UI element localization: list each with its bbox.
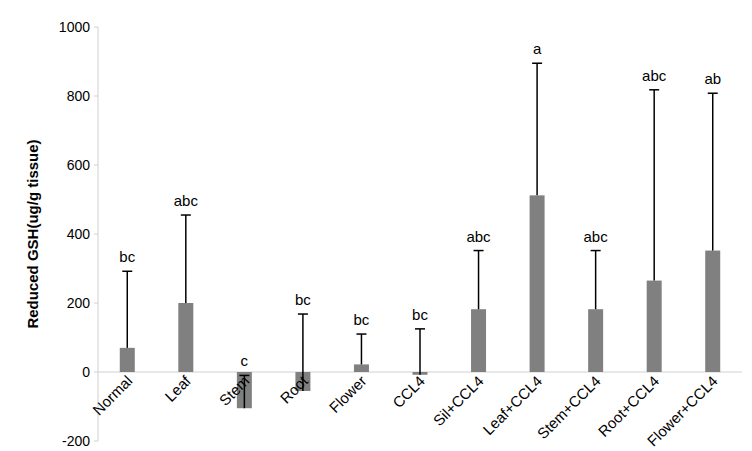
x-tick-label: Stem — [216, 372, 253, 409]
significance-letter: bc — [295, 291, 311, 308]
bar — [647, 281, 662, 372]
error-cap — [532, 62, 542, 64]
significance-letter: bc — [412, 306, 428, 323]
y-tick-label: 800 — [67, 88, 91, 104]
error-cap — [356, 333, 366, 335]
x-tick-label: Root — [277, 372, 312, 407]
y-tick — [94, 303, 98, 304]
bar — [530, 195, 545, 372]
y-tick-label: 200 — [67, 295, 91, 311]
error-cap — [474, 250, 484, 252]
y-tick-label: 400 — [67, 226, 91, 242]
error-cap — [122, 271, 132, 273]
error-bar — [712, 93, 714, 250]
significance-letter: ab — [704, 70, 721, 87]
error-bar — [595, 251, 597, 310]
x-tick-label: CCL4 — [389, 372, 428, 411]
bar — [120, 348, 135, 372]
y-tick — [94, 234, 98, 235]
y-tick-label: 1000 — [59, 19, 90, 35]
bar — [588, 309, 603, 372]
error-cap — [708, 92, 718, 94]
significance-letter: bc — [354, 311, 370, 328]
x-tick-label: Normal — [89, 372, 135, 418]
y-axis-title: Reduced GSH(ug/g tissue) — [24, 139, 41, 328]
error-bar — [478, 251, 480, 310]
error-cap — [415, 328, 425, 330]
error-bar — [653, 90, 655, 281]
y-tick — [94, 165, 98, 166]
x-tick-label: Leaf — [161, 372, 194, 405]
bar — [178, 303, 193, 372]
significance-letter: a — [533, 40, 542, 57]
error-cap — [591, 250, 601, 252]
chart: -200 0 200 400 600 800 1000 Reduced GSH(ug/g ti… — [0, 0, 752, 451]
y-tick — [94, 27, 98, 28]
y-tick-label: -200 — [62, 433, 90, 449]
error-cap — [649, 89, 659, 91]
significance-letter: abc — [642, 67, 667, 84]
significance-letter: abc — [466, 228, 491, 245]
bar — [471, 309, 486, 372]
y-tick-label: 0 — [82, 364, 90, 380]
significance-letter: bc — [119, 248, 135, 265]
y-tick — [94, 372, 98, 373]
error-bar — [361, 334, 363, 364]
x-tick-label: Flower — [326, 372, 370, 416]
error-cap — [298, 313, 308, 315]
x-tick-label: Flower+CCL4 — [644, 372, 721, 449]
error-cap — [181, 214, 191, 216]
error-bar — [419, 329, 421, 375]
bar — [354, 364, 369, 372]
error-bar — [185, 215, 187, 303]
y-tick-label: 600 — [67, 157, 91, 173]
significance-letter: c — [241, 352, 249, 369]
error-bar — [536, 63, 538, 195]
significance-letter: abc — [174, 192, 199, 209]
x-tick-label: Sil+CCL4 — [430, 372, 487, 429]
error-bar — [127, 271, 129, 348]
bar — [705, 251, 720, 372]
significance-letter: abc — [584, 228, 609, 245]
x-tick-label: Stem+CCL4 — [534, 372, 604, 442]
y-tick — [94, 441, 98, 442]
y-tick — [94, 96, 98, 97]
